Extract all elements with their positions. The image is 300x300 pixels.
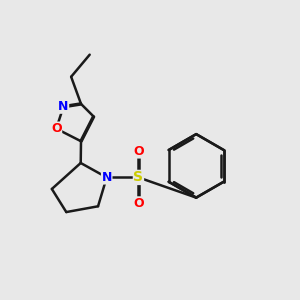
Text: N: N [101,171,112,184]
Text: O: O [133,145,144,158]
Text: O: O [51,122,62,135]
Text: N: N [58,100,69,113]
Text: S: S [134,170,143,184]
Text: O: O [133,197,144,210]
